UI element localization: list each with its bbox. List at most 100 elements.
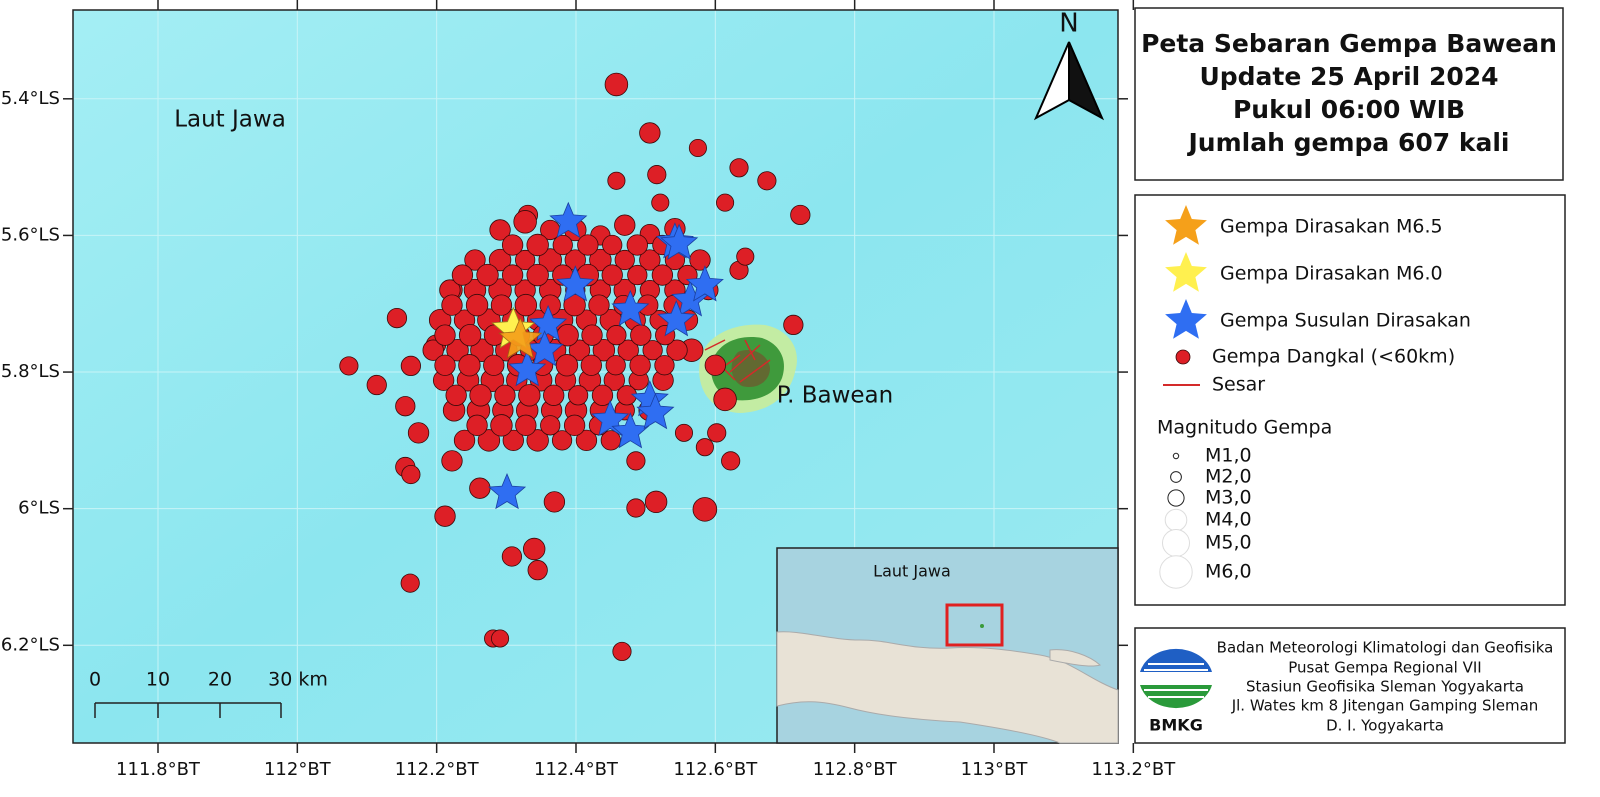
- earthquake: [488, 248, 512, 272]
- magnitude-circle: [1162, 529, 1190, 557]
- earthquake: [401, 464, 421, 485]
- earthquake: [434, 354, 456, 376]
- title-line: Pukul 06:00 WIB: [1233, 95, 1465, 124]
- title-line: Peta Sebaran Gempa Bawean: [1141, 29, 1557, 58]
- earthquake: [434, 505, 456, 527]
- y-tick-label: 6°LS: [18, 498, 60, 519]
- aftershock-star: [556, 265, 595, 302]
- earthquake: [601, 264, 623, 286]
- earthquake: [469, 384, 492, 407]
- earthquake: [689, 249, 711, 271]
- x-tick-label: 112.2°BT: [395, 759, 480, 780]
- x-tick-label: 111.8°BT: [116, 759, 201, 780]
- earthquake: [666, 339, 688, 361]
- earthquake: [489, 219, 511, 241]
- earthquake: [736, 247, 755, 266]
- earthquake: [612, 641, 632, 662]
- y-tick-label: 5.4°LS: [1, 88, 60, 109]
- agency-line: Stasiun Geofisika Sleman Yogyakarta: [1246, 678, 1524, 696]
- x-tick-label: 112.6°BT: [673, 759, 758, 780]
- agency-line: Jl. Wates km 8 Jitengan Gamping Sleman: [1231, 697, 1539, 715]
- earthquake: [366, 374, 387, 396]
- magnitude-circle: [1167, 489, 1185, 507]
- earthquake: [465, 293, 489, 317]
- earthquake: [445, 384, 467, 406]
- scale-label: 20: [208, 669, 232, 691]
- earthquake: [651, 264, 674, 286]
- magnitude-title: Magnitudo Gempa: [1157, 417, 1332, 439]
- earthquake: [538, 248, 562, 272]
- aftershock-star: [657, 300, 696, 337]
- magnitude-label: M1,0: [1205, 445, 1252, 467]
- earthquake: [469, 477, 491, 499]
- title-line: Jumlah gempa 607 kali: [1187, 128, 1510, 157]
- agency-line: Pusat Gempa Regional VII: [1288, 659, 1481, 677]
- scale-bar: 0 10 20 30 km: [89, 669, 328, 718]
- aftershock-star: [660, 223, 699, 260]
- magnitude-label: M2,0: [1205, 466, 1252, 488]
- earthquake: [626, 451, 646, 471]
- aftershock-star: [549, 201, 588, 238]
- earthquake: [695, 438, 714, 457]
- sea-label: Laut Jawa: [174, 107, 286, 133]
- earthquake: [466, 414, 488, 437]
- earthquake: [434, 324, 456, 346]
- earthquake: [526, 233, 549, 257]
- earthquake: [602, 234, 623, 256]
- earthquake: [626, 498, 646, 518]
- earthquake: [567, 385, 589, 406]
- earthquake: [491, 629, 510, 648]
- x-tick-label: 113.2°BT: [1091, 759, 1176, 780]
- earthquake: [589, 248, 612, 272]
- north-label: N: [1059, 9, 1078, 39]
- earthquake: [464, 249, 486, 271]
- earthquake: [639, 249, 661, 271]
- earthquake: [713, 387, 737, 412]
- y-tick-label: 5.8°LS: [1, 361, 60, 382]
- earthquake: [588, 294, 610, 316]
- earthquake: [526, 263, 549, 287]
- aftershock-star: [611, 412, 650, 449]
- title-line: Update 25 April 2024: [1199, 62, 1498, 91]
- x-tick-label: 113°BT: [961, 759, 1029, 780]
- earthquake: [477, 429, 501, 452]
- mainshock-m65: [498, 316, 543, 359]
- legend-symbol: [1165, 252, 1207, 292]
- earthquake: [458, 354, 481, 377]
- y-tick-label: 6.2°LS: [1, 634, 60, 655]
- aftershock-star: [611, 289, 650, 327]
- earthquake: [422, 339, 444, 361]
- earthquake: [617, 339, 639, 361]
- earthquake: [518, 384, 541, 407]
- legend-label: Gempa Dirasakan M6.5: [1220, 216, 1443, 238]
- earthquake: [629, 354, 651, 376]
- earthquake: [605, 355, 626, 376]
- earthquake: [502, 429, 524, 452]
- earthquake: [674, 423, 694, 442]
- earthquake: [614, 249, 635, 271]
- scale-label: 30 km: [268, 669, 328, 691]
- magnitude-circle: [1164, 508, 1188, 532]
- inset-map: Laut Jawa: [776, 547, 1119, 744]
- earthquake: [514, 293, 538, 317]
- y-tick-label: 5.6°LS: [1, 224, 60, 245]
- legend-label: Sesar: [1212, 374, 1265, 396]
- earthquake: [407, 422, 430, 444]
- earthquake: [630, 324, 652, 346]
- earthquake: [458, 323, 482, 347]
- earthquake: [729, 158, 749, 178]
- earthquake: [501, 546, 523, 567]
- x-tick-label: 112.8°BT: [813, 759, 898, 780]
- earthquake: [626, 234, 648, 256]
- earthquake: [721, 451, 741, 471]
- earthquake: [591, 384, 614, 406]
- earthquake: [563, 414, 586, 437]
- legend-box: [1134, 194, 1566, 606]
- scale-label: 0: [89, 669, 101, 691]
- aftershock-star: [508, 349, 547, 387]
- earthquake: [551, 430, 573, 451]
- legend-symbol: [1165, 299, 1207, 339]
- magnitude-label: M3,0: [1205, 487, 1252, 509]
- earthquake: [651, 193, 670, 212]
- earthquake: [790, 204, 811, 226]
